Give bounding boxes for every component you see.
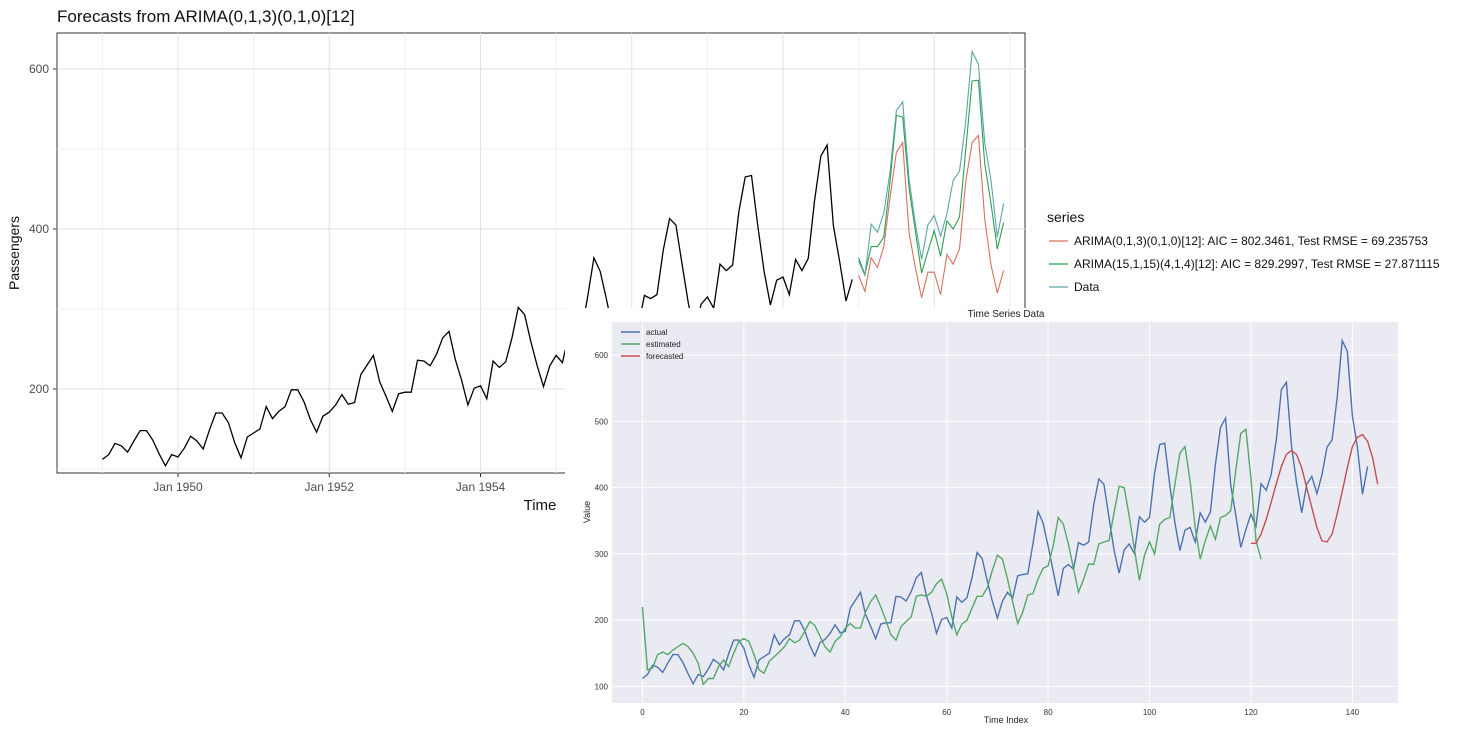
timeseries-chart: Time Series Data 100 200 300 400 500 600 0 20 4… [565, 308, 1457, 745]
timeseries-y-tick-label: 500 [595, 417, 609, 426]
timeseries-plot-panel [612, 322, 1398, 703]
forecast-chart-title: Forecasts from ARIMA(0,1,3)(0,1,0)[12] [57, 7, 355, 26]
legend-label-arima-013: ARIMA(0,1,3)(0,1,0)[12]: AIC = 802.3461,… [1074, 234, 1428, 248]
forecast-x-tick-label: Jan 1954 [456, 480, 506, 494]
forecast-history-line [102, 142, 853, 468]
timeseries-line-actual [641, 338, 1369, 686]
timeseries-x-tick-label: 0 [640, 708, 645, 717]
timeseries-legend: actual estimated forecasted [621, 328, 683, 361]
legend-label-arima-15115: ARIMA(15,1,15)(4,1,4)[12]: AIC = 829.299… [1074, 257, 1440, 271]
forecast-x-tick-label: Jan 1952 [305, 480, 355, 494]
forecast-y-ticks: 200 400 600 [29, 62, 57, 396]
forecast-y-axis-label: Passengers [6, 216, 22, 290]
timeseries-lines [641, 338, 1379, 686]
timeseries-line-forecasted [1250, 433, 1379, 544]
forecast-series-line-1 [858, 79, 1005, 277]
forecast-series-line-2 [858, 49, 1005, 278]
forecast-x-tick-label: Jan 1950 [153, 480, 203, 494]
timeseries-line-estimated [641, 427, 1262, 686]
legend-label-actual: actual [646, 328, 668, 337]
forecast-y-tick-label: 600 [29, 62, 49, 76]
timeseries-y-tick-label: 100 [595, 682, 609, 691]
timeseries-x-tick-label: 140 [1346, 708, 1360, 717]
timeseries-x-tick-label: 100 [1143, 708, 1157, 717]
timeseries-x-tick-label: 40 [841, 708, 850, 717]
timeseries-x-ticks: 0 20 40 60 80 100 120 140 [640, 708, 1359, 717]
forecast-legend-title: series [1047, 209, 1084, 225]
forecast-x-ticks: Jan 1950 Jan 1952 Jan 1954 [153, 473, 506, 494]
legend-label-estimated: estimated [646, 340, 681, 349]
timeseries-y-axis-label: Value [582, 501, 592, 523]
timeseries-y-tick-label: 200 [595, 616, 609, 625]
forecast-legend: series ARIMA(0,1,3)(0,1,0)[12]: AIC = 80… [1047, 209, 1440, 294]
timeseries-y-ticks: 100 200 300 400 500 600 [595, 351, 609, 691]
timeseries-y-tick-label: 600 [595, 351, 609, 360]
forecast-y-tick-label: 400 [29, 222, 49, 236]
timeseries-chart-title: Time Series Data [968, 309, 1045, 320]
timeseries-x-tick-label: 80 [1044, 708, 1053, 717]
timeseries-y-tick-label: 300 [595, 550, 609, 559]
legend-label-forecasted: forecasted [646, 352, 683, 361]
timeseries-y-tick-label: 400 [595, 484, 609, 493]
timeseries-x-axis-label: Time Index [984, 715, 1029, 725]
timeseries-x-tick-label: 60 [942, 708, 951, 717]
forecast-y-tick-label: 200 [29, 382, 49, 396]
timeseries-x-tick-label: 120 [1244, 708, 1258, 717]
forecast-lines [102, 49, 1005, 468]
forecast-series-line-0 [858, 134, 1005, 298]
timeseries-x-tick-label: 20 [739, 708, 748, 717]
legend-label-data: Data [1074, 280, 1100, 294]
forecast-x-axis-label: Time [524, 497, 557, 514]
